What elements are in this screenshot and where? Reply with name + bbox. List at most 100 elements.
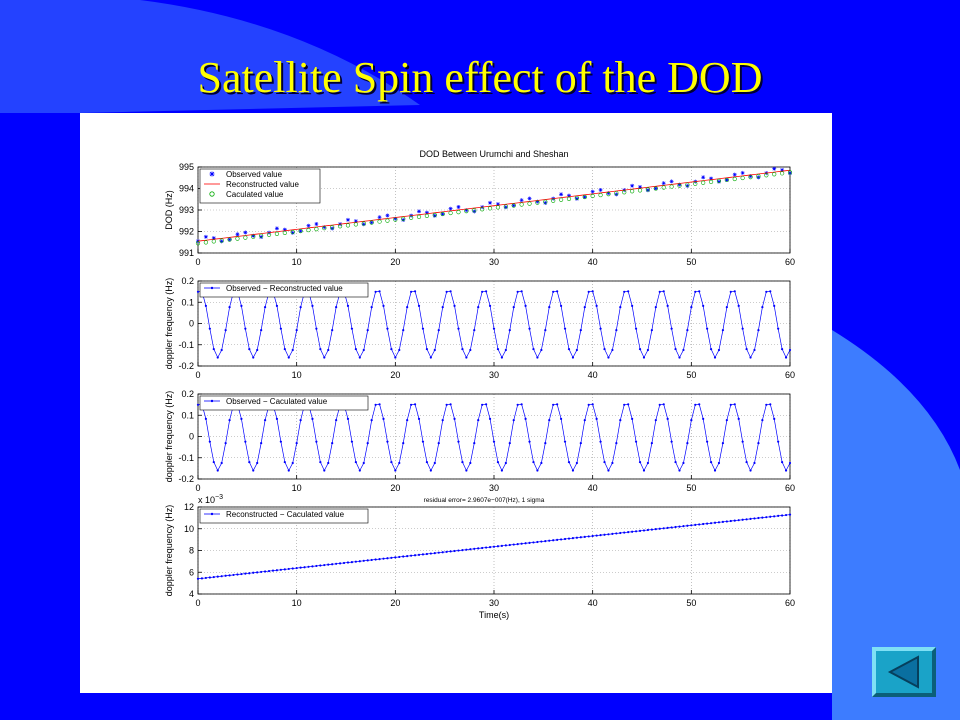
x-tick-label: 50 <box>686 598 696 608</box>
y-scale-exponent: −3 <box>215 494 223 501</box>
data-point <box>244 572 247 575</box>
data-point <box>690 306 693 309</box>
data-point <box>477 547 480 550</box>
series-1 <box>196 403 792 472</box>
data-point <box>575 348 578 352</box>
data-point <box>350 560 354 564</box>
data-point <box>690 419 693 422</box>
data-point <box>745 518 748 521</box>
data-point <box>615 532 618 535</box>
data-point <box>595 534 598 537</box>
data-point <box>527 196 532 201</box>
data-point <box>445 403 448 406</box>
data-point <box>330 225 335 230</box>
data-point <box>385 213 390 218</box>
data-point <box>532 541 535 544</box>
data-point <box>322 225 327 230</box>
data-point <box>686 329 689 332</box>
data-point <box>406 555 409 558</box>
back-button[interactable] <box>872 647 936 697</box>
data-point <box>224 442 227 445</box>
data-point <box>504 348 507 352</box>
data-point <box>433 552 436 555</box>
data-point <box>587 535 590 538</box>
y-axis-label: DOD (Hz) <box>164 190 174 230</box>
data-point <box>252 571 255 574</box>
data-point <box>678 356 681 359</box>
data-point <box>374 290 377 293</box>
data-point <box>252 356 255 359</box>
x-tick-label: 10 <box>292 370 302 380</box>
legend-label: Observed value <box>226 170 283 179</box>
data-point <box>353 222 358 227</box>
data-point <box>432 212 437 218</box>
y-axis-label: doppler frequency (Hz) <box>164 278 174 370</box>
data-point <box>204 576 207 580</box>
data-point <box>551 198 556 203</box>
data-point <box>733 290 736 293</box>
figure-panel: 0 10 20 30 40 50 60 991 992 993 994 995 DOD Between … <box>80 113 832 693</box>
data-point <box>563 327 567 330</box>
data-point <box>219 238 224 243</box>
data-point <box>416 214 422 219</box>
data-point <box>552 539 555 542</box>
data-point <box>274 226 279 231</box>
data-point <box>645 187 651 192</box>
data-point <box>583 306 586 309</box>
data-point <box>220 575 223 578</box>
data-point <box>327 563 330 566</box>
y-axis-label: doppler frequency (Hz) <box>164 505 174 597</box>
data-point <box>638 185 643 190</box>
data-point <box>350 327 354 330</box>
data-point <box>390 556 393 559</box>
series-1 <box>196 290 792 359</box>
legend: Observed − Reconstructed value <box>199 282 369 298</box>
data-point <box>658 527 661 530</box>
data-point <box>788 171 792 176</box>
data-point <box>579 442 582 445</box>
data-point <box>196 577 200 580</box>
data-point <box>653 186 658 191</box>
data-point <box>335 562 338 565</box>
data-point <box>638 347 642 351</box>
legend-label: Reconstructed − Caculated value <box>226 510 345 519</box>
data-point <box>732 176 737 182</box>
data-point <box>566 193 571 198</box>
data-point <box>440 212 445 217</box>
data-point <box>567 460 571 464</box>
y-tick-label: 8 <box>189 546 194 556</box>
data-point <box>362 559 365 562</box>
data-point <box>283 460 286 464</box>
data-point <box>401 216 406 221</box>
data-point <box>306 223 311 228</box>
data-point <box>619 306 622 309</box>
data-point <box>410 554 413 557</box>
data-point <box>753 461 756 465</box>
data-point <box>390 460 393 464</box>
data-point <box>615 442 618 445</box>
data-point <box>615 329 618 332</box>
data-point <box>737 304 740 307</box>
data-point <box>263 419 267 422</box>
y-tick-label: 10 <box>184 524 194 534</box>
data-point <box>314 222 319 227</box>
data-point <box>516 543 519 546</box>
data-point <box>315 440 318 443</box>
data-point <box>749 517 752 520</box>
data-point <box>606 192 611 197</box>
data-point <box>445 290 448 293</box>
chart-4: 0 10 20 30 40 50 60 4 6 8 10 12 doppler frequency (H… <box>164 494 795 620</box>
data-point <box>709 460 713 464</box>
data-point <box>650 442 653 445</box>
data-point <box>713 469 717 472</box>
data-point <box>282 227 287 232</box>
data-point <box>448 210 453 216</box>
data-point <box>658 403 661 406</box>
legend-swatch-marker <box>210 286 214 290</box>
data-point <box>706 440 709 443</box>
data-point <box>496 460 500 464</box>
y-tick-label: 0.1 <box>181 410 194 420</box>
y-tick-label: 992 <box>179 227 194 237</box>
data-point <box>216 356 219 359</box>
data-point <box>290 229 295 235</box>
